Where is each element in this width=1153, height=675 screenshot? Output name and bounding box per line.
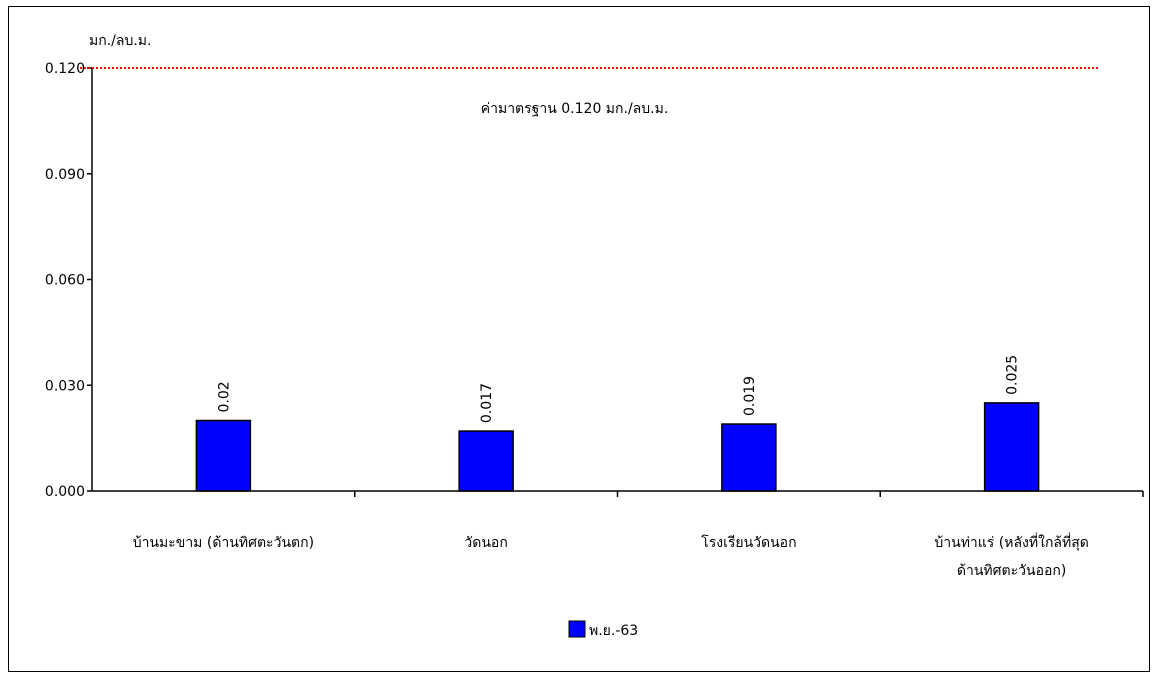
data-label: 0.025	[1005, 355, 1021, 395]
category-label: วัดนอก	[464, 535, 507, 551]
standard-reference-label: ค่ามาตรฐาน 0.120 มก./ลบ.ม.	[481, 101, 669, 117]
data-label: 0.017	[479, 383, 495, 423]
legend-swatch	[568, 620, 586, 638]
legend-label: พ.ย.-63	[589, 623, 638, 639]
y-tick-label: 0.060	[45, 273, 85, 289]
category-label: โรงเรียนวัดนอก	[701, 534, 796, 551]
data-label: 0.02	[216, 381, 232, 412]
chart-frame: 0.000 0.030 0.060 0.090 0.120 มก./ลบ.ม. ค่ามา…	[8, 6, 1150, 672]
category-label: บ้านท่าแร่ (หลังที่ใกล้ที่สุด	[934, 533, 1089, 551]
category-label: บ้านมะขาม (ด้านทิศตะวันตก)	[133, 535, 314, 551]
bar	[983, 402, 1040, 492]
y-tick-label: 0.030	[45, 378, 85, 394]
bar	[458, 430, 514, 492]
y-tick-label: 0.000	[45, 484, 85, 500]
bar	[721, 423, 777, 492]
bar	[195, 419, 252, 492]
y-tick-label: 0.090	[45, 167, 85, 183]
category-label: ด้านทิศตะวันออก)	[957, 563, 1066, 579]
data-label: 0.019	[742, 376, 758, 416]
y-axis-unit-label: มก./ลบ.ม.	[89, 33, 151, 49]
bars-group	[195, 402, 1040, 492]
legend: พ.ย.-63	[568, 620, 638, 639]
reference-line-group: ค่ามาตรฐาน 0.120 มก./ลบ.ม.	[80, 67, 1098, 117]
y-tick-label: 0.120	[45, 61, 85, 77]
labels-group: 0.02 บ้านมะขาม (ด้านทิศตะวันตก) 0.017 วัดนอ…	[133, 355, 1089, 579]
